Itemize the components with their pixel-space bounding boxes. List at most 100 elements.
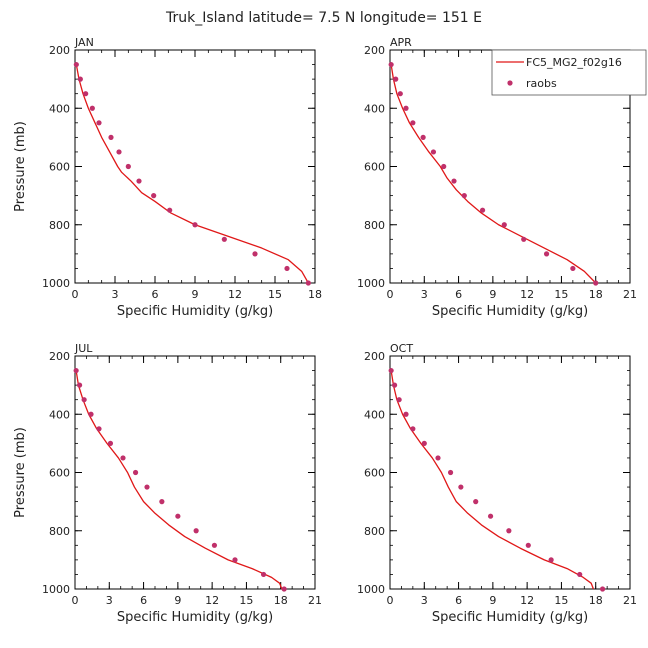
raob-point: [73, 61, 79, 68]
x-tick-label: 3: [421, 288, 428, 301]
raob-point: [435, 455, 441, 461]
raob-point: [543, 251, 550, 257]
x-tick-label: 15: [239, 594, 253, 607]
raob-point: [159, 499, 165, 505]
x-axis-label: Specific Humidity (g/kg): [432, 610, 588, 625]
raob-point: [388, 367, 394, 374]
x-tick-label: 18: [274, 594, 288, 607]
raob-point: [421, 440, 427, 446]
y-tick-label: 400: [49, 102, 70, 115]
panel-oct: OCT 0 3 6 9 12 15 18 21 200 400 600 800 1000 Specific …: [357, 342, 637, 625]
raob-point: [136, 178, 142, 184]
raob-point: [151, 193, 157, 199]
raob-point: [144, 484, 150, 490]
x-tick-label: 21: [623, 594, 637, 607]
x-axis-label: Specific Humidity (g/kg): [432, 304, 588, 319]
raob-point: [487, 513, 494, 519]
x-tick-label: 12: [520, 594, 534, 607]
x-tick-label: 21: [308, 594, 322, 607]
y-tick-label: 200: [364, 350, 385, 363]
raob-point: [260, 571, 267, 578]
raob-point: [458, 484, 464, 490]
y-tick-label: 600: [49, 467, 70, 480]
raob-point: [461, 193, 467, 199]
y-tick-label: 400: [49, 408, 70, 421]
raob-point: [403, 411, 409, 417]
raob-point: [441, 163, 447, 170]
x-tick-label: 15: [268, 288, 282, 301]
x-tick-label: 9: [489, 594, 496, 607]
legend-point-label: raobs: [526, 77, 557, 90]
raob-point: [570, 265, 576, 272]
y-tick-label: 600: [49, 161, 70, 174]
raob-point: [451, 178, 457, 184]
raob-point: [473, 499, 479, 505]
y-tick-label: 800: [49, 525, 70, 538]
y-tick-label: 600: [364, 161, 385, 174]
x-tick-label: 18: [589, 288, 603, 301]
raob-point: [252, 251, 258, 257]
raob-point: [108, 134, 114, 140]
legend-line-label: FC5_MG2_f02g16: [526, 56, 622, 69]
raob-point: [76, 382, 83, 388]
x-tick-label: 3: [421, 594, 428, 607]
y-tick-label: 600: [364, 467, 385, 480]
x-tick-label: 12: [228, 288, 242, 301]
x-tick-label: 12: [205, 594, 219, 607]
raob-point: [81, 397, 87, 403]
y-tick-label: 200: [364, 44, 385, 57]
x-axis-label: Specific Humidity (g/kg): [117, 304, 273, 319]
raob-point: [125, 163, 131, 170]
raob-point: [397, 91, 403, 97]
x-tick-label: 6: [152, 288, 159, 301]
raob-point: [506, 528, 512, 534]
x-tick-label: 0: [387, 594, 394, 607]
raob-point: [96, 120, 102, 126]
x-axis-label: Specific Humidity (g/kg): [117, 610, 273, 625]
x-tick-label: 12: [520, 288, 534, 301]
raob-point: [479, 207, 486, 213]
y-axis-label: Pressure (mb): [13, 121, 28, 212]
x-tick-label: 18: [308, 288, 322, 301]
raob-point: [281, 586, 287, 592]
y-tick-label: 800: [364, 219, 385, 232]
panel-title: JAN: [74, 36, 94, 49]
x-tick-label: 6: [140, 594, 147, 607]
raob-point: [525, 542, 531, 548]
x-tick-label: 9: [489, 288, 496, 301]
raob-point: [501, 222, 507, 228]
x-tick-label: 9: [192, 288, 199, 301]
raob-point: [83, 91, 89, 97]
raob-point: [116, 149, 122, 155]
panel-title: JUL: [74, 342, 93, 355]
raob-point: [77, 76, 83, 82]
panels: JAN 0 3 6 9 12 15 18 200 400 600 800 1000 Specific Hu…: [13, 36, 637, 625]
raob-point: [391, 382, 398, 388]
raob-point: [120, 455, 126, 461]
panel-jan: JAN 0 3 6 9 12 15 18 200 400 600 800 1000 Specific Hu…: [13, 36, 322, 319]
x-tick-label: 15: [554, 594, 568, 607]
y-tick-label: 1000: [357, 277, 385, 290]
raob-point: [577, 571, 583, 578]
y-tick-label: 200: [49, 44, 70, 57]
raob-point: [599, 586, 606, 592]
raob-point: [393, 76, 399, 82]
raob-point: [284, 265, 290, 272]
raob-point: [396, 397, 402, 403]
panel-title: OCT: [390, 342, 413, 355]
legend-box: [491, 49, 647, 96]
raob-point: [232, 557, 238, 563]
raob-point: [420, 134, 426, 140]
x-tick-label: 0: [387, 288, 394, 301]
y-tick-label: 1000: [42, 277, 70, 290]
raob-point: [410, 426, 416, 432]
raob-point: [221, 236, 227, 242]
model-line: [390, 370, 595, 590]
raob-point: [430, 149, 437, 155]
raob-point: [107, 440, 114, 446]
raob-point: [96, 426, 102, 432]
panel-apr: APR 0 3 6 9 12 15 18 21 200 400 600 800 1000 Specific …: [357, 36, 637, 319]
